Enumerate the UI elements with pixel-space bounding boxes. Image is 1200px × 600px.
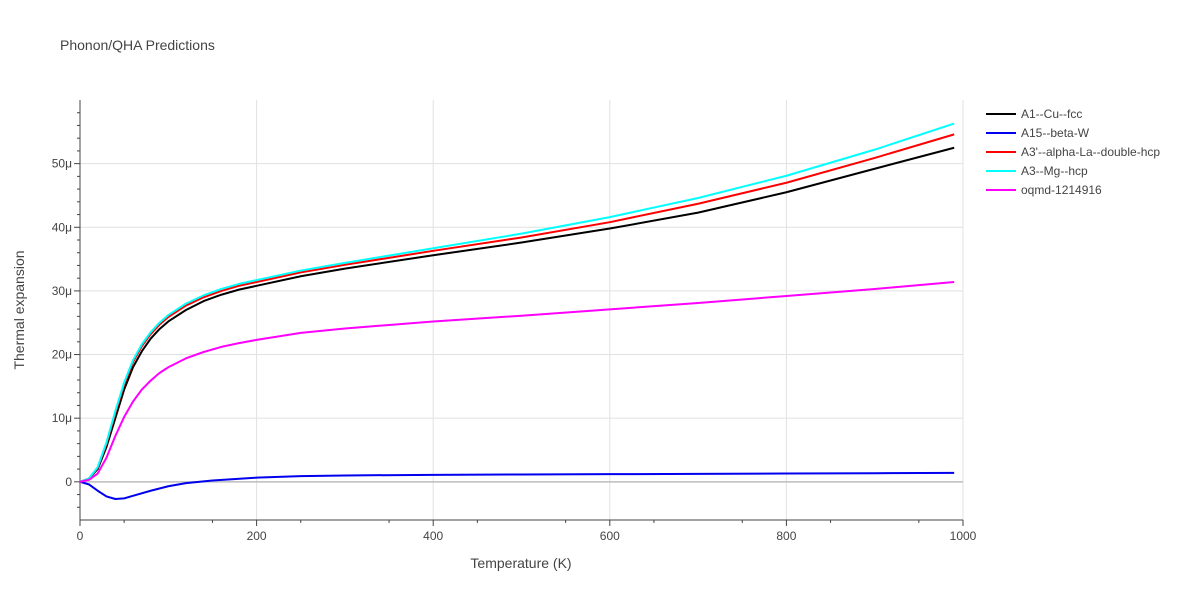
y-tick-label: 20μ: [52, 348, 72, 362]
legend-item[interactable]: A3--Mg--hcp: [986, 164, 1088, 178]
axes: 0 200 400 600 800 1000 0 10μ 20μ 30μ 40μ 50μ: [52, 100, 977, 543]
series-line-3: [79, 122, 955, 483]
legend-item[interactable]: A1--Cu--fcc: [986, 107, 1082, 121]
legend[interactable]: A1--Cu--fcc A15--beta-W A3'--alpha-La--dou…: [986, 107, 1160, 197]
chart-title: Phonon/QHA Predictions: [60, 37, 215, 53]
series-line-1: [79, 471, 955, 500]
y-tick-label: 50μ: [52, 157, 72, 171]
x-axis-title: Temperature (K): [470, 555, 571, 571]
legend-label: A15--beta-W: [1021, 126, 1090, 140]
legend-label: A1--Cu--fcc: [1021, 107, 1082, 121]
legend-label: A3--Mg--hcp: [1021, 164, 1088, 178]
legend-item[interactable]: oqmd-1214916: [986, 183, 1102, 197]
legend-label: oqmd-1214916: [1021, 183, 1102, 197]
grid: [80, 100, 964, 520]
x-tick-label: 600: [600, 529, 620, 543]
series-line-0: [79, 146, 955, 483]
y-tick-label: 30μ: [52, 284, 72, 298]
x-tick-label: 400: [423, 529, 443, 543]
series-line-2: [79, 133, 955, 483]
x-tick-label: 0: [77, 529, 84, 543]
series-group: [79, 122, 955, 500]
legend-item[interactable]: A3'--alpha-La--double-hcp: [986, 145, 1160, 159]
y-tick-label: 0: [65, 475, 72, 489]
y-tick-label: 40μ: [52, 220, 72, 234]
legend-label: A3'--alpha-La--double-hcp: [1021, 145, 1160, 159]
y-tick-label: 10μ: [52, 411, 72, 425]
x-tick-label: 200: [247, 529, 267, 543]
x-tick-label: 800: [776, 529, 796, 543]
legend-item[interactable]: A15--beta-W: [986, 126, 1090, 140]
series-line-4: [79, 281, 955, 483]
y-axis-title: Thermal expansion: [11, 250, 27, 369]
x-tick-label: 1000: [950, 529, 977, 543]
